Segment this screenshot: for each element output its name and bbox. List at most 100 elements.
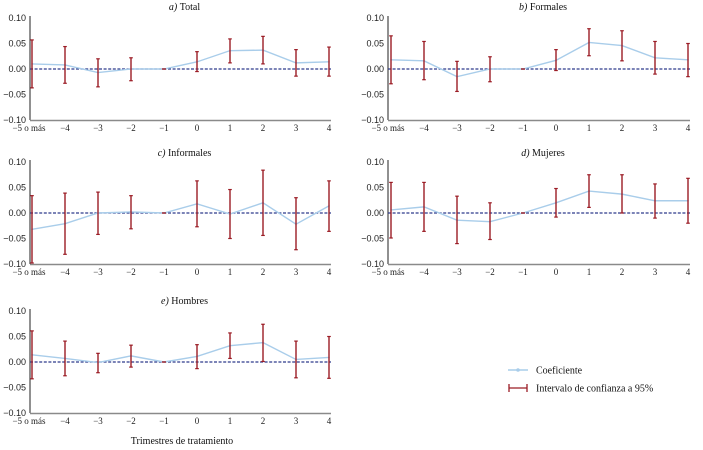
y-tick-label: −0.05 xyxy=(3,383,26,393)
ci-error-bar xyxy=(96,58,100,88)
x-tick-label: −4 xyxy=(60,123,70,133)
ci-error-bar xyxy=(30,39,34,89)
coefficient-line xyxy=(31,49,330,74)
x-tick-label: 0 xyxy=(195,123,200,133)
x-tick-label: −1 xyxy=(159,416,169,426)
panel-title: e) Hombres xyxy=(161,296,208,307)
ci-error-bar xyxy=(488,56,492,83)
ci-error-bar xyxy=(620,174,624,214)
y-tick-label: 0.00 xyxy=(8,64,26,74)
ci-error-bar xyxy=(228,38,232,64)
ci-error-bar xyxy=(195,51,199,73)
legend: Coeficiente Intervalo de confianza a 95% xyxy=(508,366,653,395)
x-tick-label: 2 xyxy=(261,267,266,277)
ci-error-bar xyxy=(261,323,265,363)
x-tick-label: 3 xyxy=(294,416,299,426)
x-tick-label: −2 xyxy=(126,123,136,133)
x-tick-label: 2 xyxy=(620,267,625,277)
coefficient-line xyxy=(31,341,330,364)
panel-title: a) Total xyxy=(169,2,200,13)
y-tick-label: 0.00 xyxy=(8,357,26,367)
legend-item-coef: Coeficiente xyxy=(508,366,583,377)
x-tick-label: −2 xyxy=(126,416,136,426)
panel-hombres: e) Hombres 0.10 0.05 0.00 −0.05 −0.10−5 o más… xyxy=(3,296,332,426)
x-tick-label: −3 xyxy=(452,123,462,133)
x-tick-label: 0 xyxy=(554,267,559,277)
x-tick-label: −3 xyxy=(93,123,103,133)
panel-mujeres: d) Mujeres 0.10 0.05 0.00 −0.05 −0.10−5 o más… xyxy=(361,148,691,277)
x-tick-label: −5 o más xyxy=(371,267,405,277)
panel-letter: e) xyxy=(161,296,171,307)
y-tick-label: 0.10 xyxy=(366,13,384,23)
x-tick-label: 4 xyxy=(686,267,691,277)
x-tick-label: −4 xyxy=(60,416,70,426)
ci-error-bar xyxy=(455,60,459,93)
legend-coef-marker xyxy=(516,368,520,372)
panel-title: c) Informales xyxy=(158,148,212,159)
x-tick-label: 4 xyxy=(327,123,332,133)
x-tick-label: 3 xyxy=(294,267,299,277)
ci-error-bar xyxy=(389,181,393,239)
ci-error-bar xyxy=(294,197,298,251)
x-tick-label: 1 xyxy=(228,123,233,133)
ci-error-bar xyxy=(129,344,133,368)
y-tick-label: −0.10 xyxy=(3,115,26,125)
panel-title-text: Total xyxy=(180,2,201,13)
x-tick-label: 1 xyxy=(228,267,233,277)
x-tick-label: −4 xyxy=(60,267,70,277)
panel-formales: b) Formales 0.10 0.05 0.00 −0.05 −0.10−5 o má… xyxy=(361,2,691,133)
x-tick-label: −4 xyxy=(419,267,429,277)
coefficient-line xyxy=(390,41,689,78)
ci-error-bar xyxy=(554,49,558,72)
x-tick-label: 4 xyxy=(327,267,332,277)
x-tick-label: −4 xyxy=(419,123,429,133)
ci-error-bar xyxy=(620,30,624,62)
x-tick-label: 4 xyxy=(327,416,332,426)
ci-error-bar xyxy=(63,192,67,255)
x-tick-label: 3 xyxy=(653,267,658,277)
y-tick-label: 0.05 xyxy=(8,183,26,193)
ci-error-bar xyxy=(228,332,232,360)
x-tick-label: −2 xyxy=(485,123,495,133)
panel-letter: a) xyxy=(169,2,180,13)
ci-error-bar xyxy=(587,28,591,57)
x-tick-label: −2 xyxy=(126,267,136,277)
ci-error-bar xyxy=(129,57,133,82)
y-tick-label: −0.10 xyxy=(361,259,384,269)
ci-error-bar xyxy=(261,169,265,237)
x-tick-label: −1 xyxy=(518,123,528,133)
y-tick-label: 0.05 xyxy=(366,183,384,193)
ci-error-bar xyxy=(327,46,331,77)
ci-error-bar xyxy=(455,195,459,245)
ci-error-bar xyxy=(587,174,591,208)
legend-coef-label: Coeficiente xyxy=(536,366,583,377)
y-tick-label: 0.10 xyxy=(8,13,26,23)
ci-error-bar xyxy=(195,344,199,370)
x-tick-label: −3 xyxy=(93,267,103,277)
ci-error-bar xyxy=(327,335,331,379)
y-tick-label: 0.05 xyxy=(8,332,26,342)
x-tick-label: 2 xyxy=(620,123,625,133)
panel-total: a) Total 0.10 0.05 0.00 −0.05 −0.10−5 o más −4… xyxy=(3,2,332,133)
ci-error-bar xyxy=(294,340,298,379)
ci-error-bar xyxy=(554,187,558,218)
x-tick-label: −3 xyxy=(93,416,103,426)
y-tick-label: 0.00 xyxy=(366,64,384,74)
x-tick-label: 0 xyxy=(554,123,559,133)
ci-error-bar xyxy=(30,195,34,264)
panel-title: b) Formales xyxy=(519,2,567,13)
x-tick-label: 3 xyxy=(653,123,658,133)
panel-letter: c) xyxy=(158,148,168,159)
panel-title: d) Mujeres xyxy=(521,148,565,159)
ci-error-bar xyxy=(653,183,657,219)
ci-error-bar xyxy=(96,352,100,374)
legend-ci-label: Intervalo de confianza a 95% xyxy=(536,384,653,395)
panel-informales: c) Informales 0.10 0.05 0.00 −0.05 −0.10−5 o … xyxy=(3,148,332,277)
x-tick-label: 1 xyxy=(228,416,233,426)
x-tick-label: 3 xyxy=(294,123,299,133)
y-tick-label: −0.10 xyxy=(361,115,384,125)
ci-error-bar xyxy=(129,195,133,230)
x-tick-label: −1 xyxy=(518,267,528,277)
x-tick-label: −5 o más xyxy=(12,416,46,426)
